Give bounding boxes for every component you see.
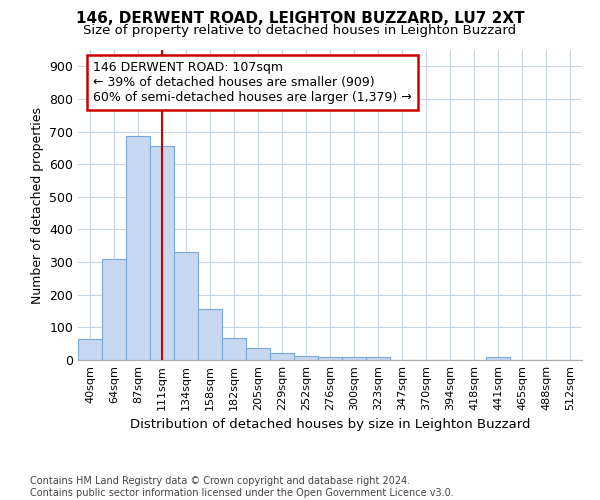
X-axis label: Distribution of detached houses by size in Leighton Buzzard: Distribution of detached houses by size …: [130, 418, 530, 432]
Bar: [150, 146, 174, 360]
Bar: [198, 310, 222, 360]
Bar: [174, 252, 198, 360]
Bar: [222, 338, 246, 360]
Bar: [270, 353, 294, 360]
Bar: [342, 356, 366, 360]
Bar: [126, 136, 150, 360]
Text: 146, DERWENT ROAD, LEIGHTON BUZZARD, LU7 2XT: 146, DERWENT ROAD, LEIGHTON BUZZARD, LU7…: [76, 11, 524, 26]
Y-axis label: Number of detached properties: Number of detached properties: [31, 106, 44, 304]
Bar: [366, 358, 390, 360]
Text: Size of property relative to detached houses in Leighton Buzzard: Size of property relative to detached ho…: [83, 24, 517, 37]
Text: 146 DERWENT ROAD: 107sqm
← 39% of detached houses are smaller (909)
60% of semi-: 146 DERWENT ROAD: 107sqm ← 39% of detach…: [93, 61, 412, 104]
Bar: [78, 339, 102, 360]
Bar: [294, 356, 318, 360]
Text: Contains HM Land Registry data © Crown copyright and database right 2024.
Contai: Contains HM Land Registry data © Crown c…: [30, 476, 454, 498]
Bar: [102, 259, 126, 360]
Bar: [246, 348, 270, 360]
Bar: [318, 356, 342, 360]
Bar: [486, 356, 510, 360]
